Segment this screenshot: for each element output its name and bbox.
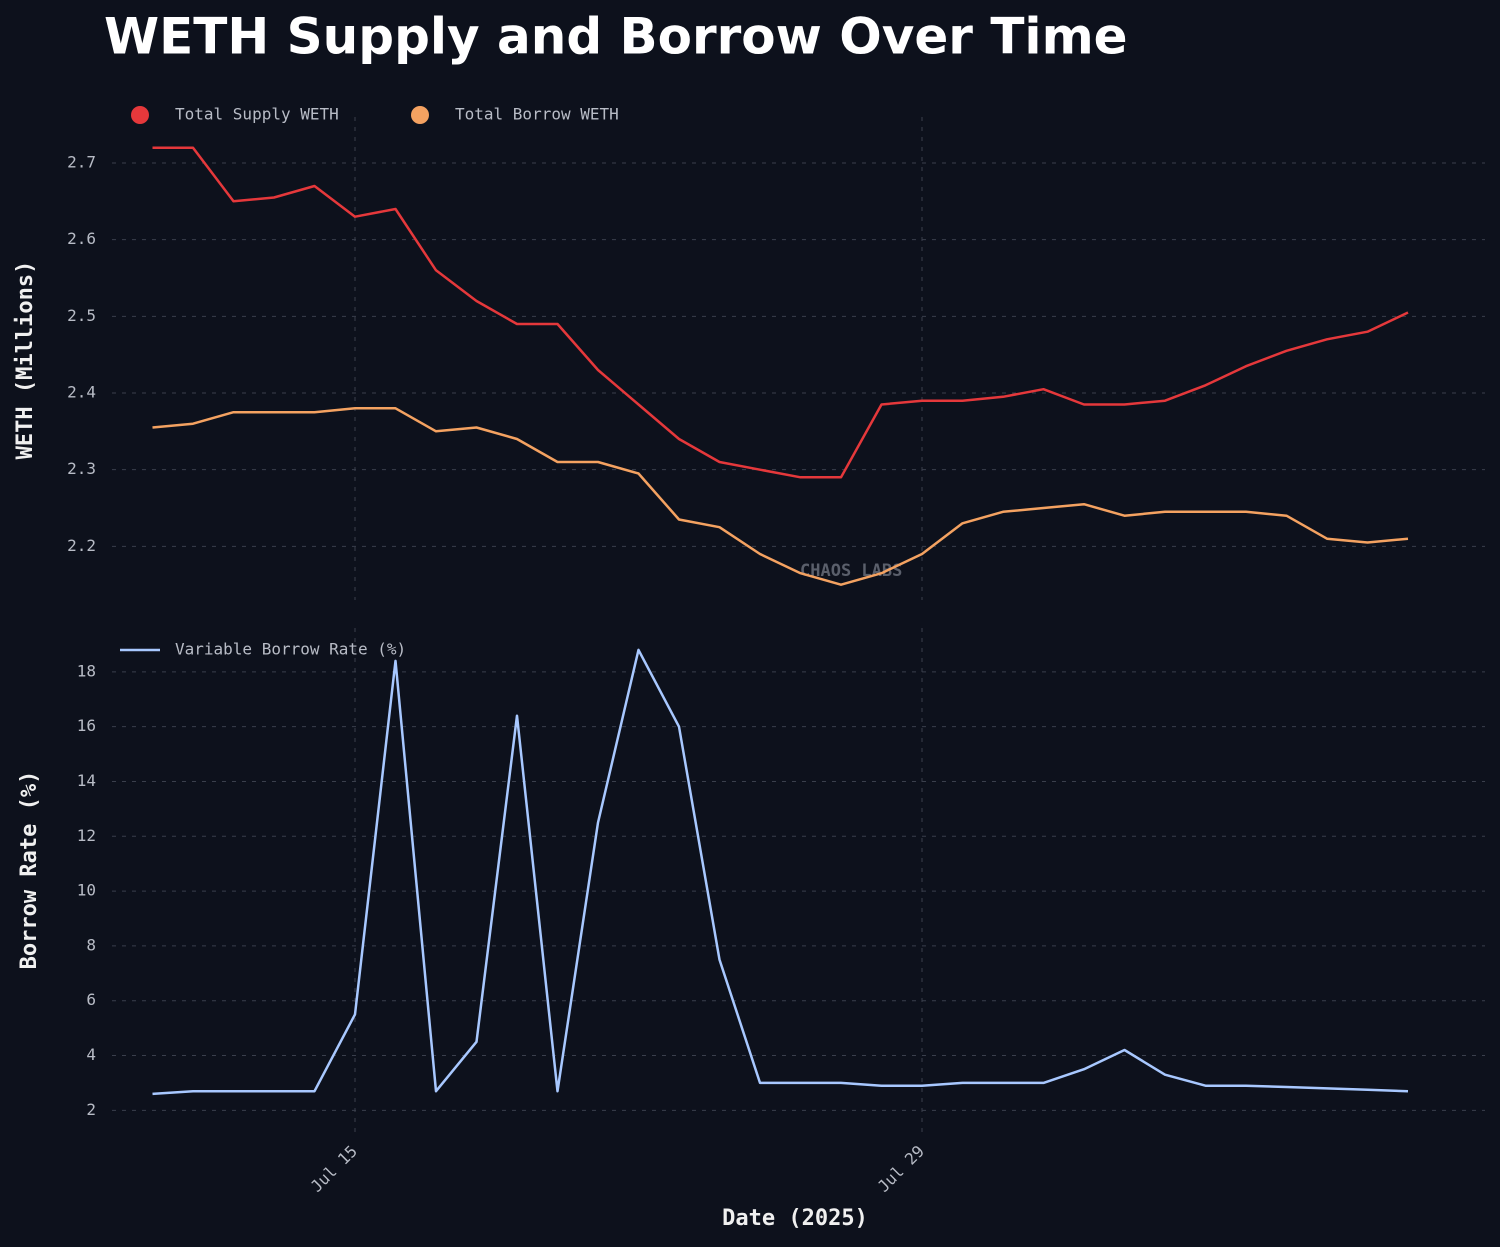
y-tick-label: 2.6 bbox=[67, 229, 96, 248]
y-tick-label: 16 bbox=[77, 716, 96, 735]
legend-swatch bbox=[411, 106, 429, 124]
y-tick-label: 2.3 bbox=[67, 459, 96, 478]
x-tick-label: Jul 15 bbox=[307, 1142, 361, 1196]
data-line bbox=[152, 648, 1409, 1096]
y-tick-label: 2.5 bbox=[67, 306, 96, 325]
y-tick-label: 14 bbox=[77, 771, 96, 790]
x-tick-label: Jul 29 bbox=[874, 1142, 928, 1196]
y-tick-label: 2.4 bbox=[67, 383, 96, 402]
watermark: CHAOS LABS bbox=[800, 561, 902, 581]
y-tick-label: 10 bbox=[77, 881, 96, 900]
y-axis-label: Borrow Rate (%) bbox=[17, 771, 42, 970]
y-tick-label: 4 bbox=[86, 1045, 96, 1064]
x-axis-label: Date (2025) bbox=[722, 1206, 868, 1231]
y-axis-label: WETH (Millions) bbox=[13, 261, 38, 460]
y-tick-label: 2.2 bbox=[67, 536, 96, 555]
legend-label: Total Supply WETH bbox=[175, 105, 339, 124]
chart-title: WETH Supply and Borrow Over Time bbox=[104, 8, 1128, 66]
y-tick-label: 6 bbox=[86, 990, 96, 1009]
y-tick-label: 2 bbox=[86, 1100, 96, 1119]
y-tick-label: 12 bbox=[77, 826, 96, 845]
y-tick-label: 18 bbox=[77, 661, 96, 680]
legend-swatch bbox=[131, 106, 149, 124]
data-line bbox=[152, 407, 1409, 586]
legend-label: Total Borrow WETH bbox=[455, 105, 619, 124]
data-line bbox=[152, 146, 1409, 479]
y-tick-label: 2.7 bbox=[67, 153, 96, 172]
y-tick-label: 8 bbox=[86, 935, 96, 954]
legend-label: Variable Borrow Rate (%) bbox=[175, 640, 406, 659]
